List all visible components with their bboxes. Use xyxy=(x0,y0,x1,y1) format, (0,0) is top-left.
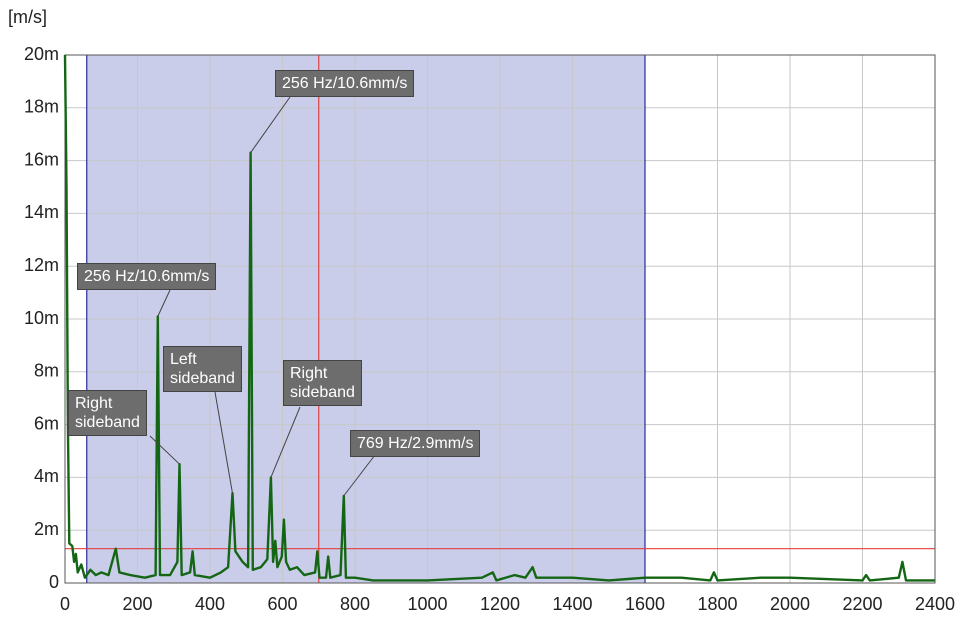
y-tick-label: 10m xyxy=(24,308,59,328)
y-tick-label: 16m xyxy=(24,149,59,169)
plot-frame xyxy=(64,54,936,584)
x-tick-label: 1800 xyxy=(697,594,737,614)
y-tick-label: 12m xyxy=(24,255,59,275)
x-tick-label: 1600 xyxy=(625,594,665,614)
spectrum-line xyxy=(63,54,935,582)
annotation-leader xyxy=(270,406,301,478)
annotation: 256 Hz/10.6mm/s xyxy=(77,263,217,290)
x-tick-label: 0 xyxy=(60,594,70,614)
annotation-leader xyxy=(214,391,233,494)
annotation: Right sideband xyxy=(68,390,147,436)
y-tick-label: 0 xyxy=(49,572,59,592)
y-axis-label: [m/s] xyxy=(8,7,47,27)
annotation-leader xyxy=(149,435,180,465)
annotation-leader xyxy=(250,96,291,153)
x-tick-label: 2000 xyxy=(770,594,810,614)
annotation: Right sideband xyxy=(283,360,362,406)
x-tick-label: 1000 xyxy=(407,594,447,614)
y-tick-label: 6m xyxy=(34,413,59,433)
y-tick-label: 8m xyxy=(34,361,59,381)
annotation: 256 Hz/10.6mm/s xyxy=(275,70,415,97)
x-tick-label: 1400 xyxy=(552,594,592,614)
x-tick-label: 1200 xyxy=(480,594,520,614)
x-tick-label: 2400 xyxy=(915,594,955,614)
x-tick-label: 2200 xyxy=(842,594,882,614)
x-tick-label: 800 xyxy=(340,594,370,614)
x-tick-label: 200 xyxy=(122,594,152,614)
annotation: Left sideband xyxy=(163,346,242,392)
x-tick-label: 600 xyxy=(267,594,297,614)
x-tick-label: 400 xyxy=(195,594,225,614)
y-tick-label: 4m xyxy=(34,466,59,486)
y-tick-label: 18m xyxy=(24,97,59,117)
annotation-leader xyxy=(343,454,376,497)
annotation: 769 Hz/2.9mm/s xyxy=(350,430,481,457)
annotation-leader xyxy=(157,289,171,317)
y-tick-label: 2m xyxy=(34,519,59,539)
y-tick-label: 20m xyxy=(24,44,59,64)
y-tick-label: 14m xyxy=(24,202,59,222)
